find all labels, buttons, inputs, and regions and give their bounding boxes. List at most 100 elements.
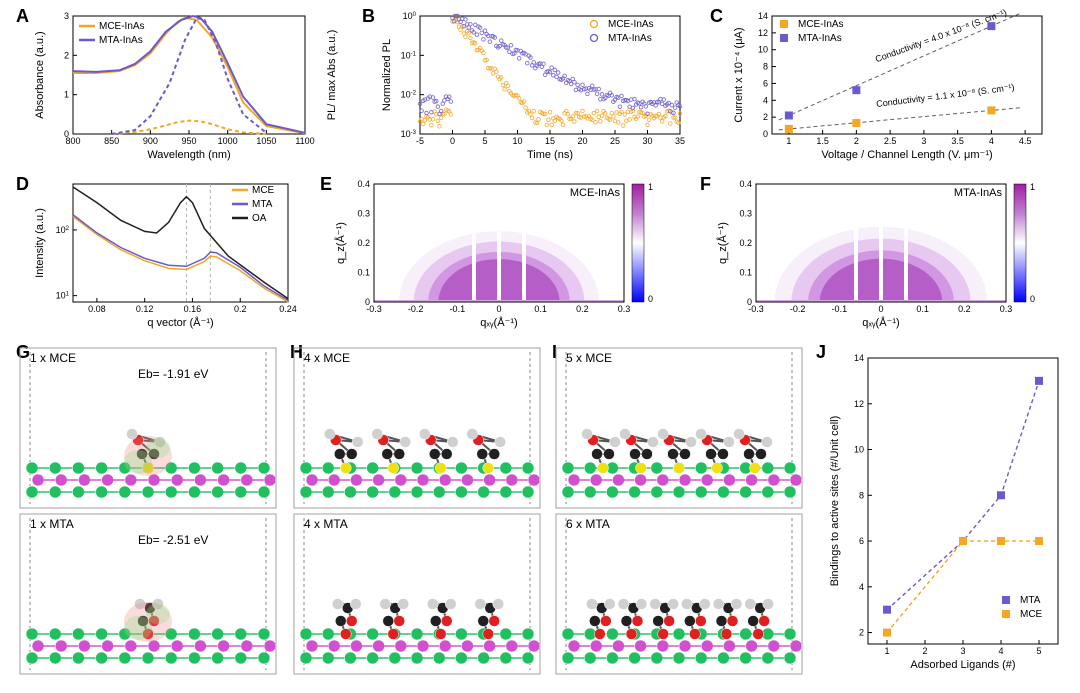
svg-text:0.2: 0.2 <box>357 238 370 248</box>
svg-text:Eb= -1.91 eV: Eb= -1.91 eV <box>138 367 208 381</box>
svg-text:3.5: 3.5 <box>951 136 964 146</box>
svg-text:8: 8 <box>763 62 768 72</box>
svg-text:0: 0 <box>763 129 768 139</box>
svg-text:12: 12 <box>854 399 864 409</box>
svg-text:Eb= -2.51 eV: Eb= -2.51 eV <box>138 533 208 547</box>
svg-text:1 x MTA: 1 x MTA <box>30 517 74 531</box>
svg-text:12: 12 <box>758 28 768 38</box>
svg-text:qₓᵧ(Å⁻¹): qₓᵧ(Å⁻¹) <box>862 316 899 329</box>
chart-F: -0.3-0.2-0.100.10.20.300.10.20.30.4qₓᵧ(Å… <box>712 172 1077 337</box>
svg-text:qₓᵧ(Å⁻¹): qₓᵧ(Å⁻¹) <box>480 316 517 329</box>
svg-text:35: 35 <box>675 136 685 146</box>
svg-text:0.3: 0.3 <box>739 209 752 219</box>
svg-text:0.3: 0.3 <box>357 209 370 219</box>
svg-text:MTA-InAs: MTA-InAs <box>954 187 1003 199</box>
svg-text:8: 8 <box>859 490 864 500</box>
svg-text:4 x MCE: 4 x MCE <box>304 351 350 365</box>
panel-label-F: F <box>700 174 711 195</box>
svg-text:2: 2 <box>922 646 927 656</box>
svg-text:950: 950 <box>181 136 196 146</box>
svg-text:0: 0 <box>365 297 370 307</box>
svg-text:0: 0 <box>64 129 69 139</box>
svg-text:4: 4 <box>763 95 768 105</box>
svg-text:Adsorbed Ligands (#): Adsorbed Ligands (#) <box>910 659 1015 671</box>
chart-B: -50510152025303510-310-210-1100Time (ns)… <box>372 4 702 169</box>
svg-text:MCE: MCE <box>1020 609 1043 620</box>
svg-text:Current x 10⁻⁴ (μA): Current x 10⁻⁴ (μA) <box>733 27 745 122</box>
svg-text:25: 25 <box>610 136 620 146</box>
svg-text:q_z(Å⁻¹): q_z(Å⁻¹) <box>716 222 729 264</box>
svg-text:3: 3 <box>921 136 926 146</box>
svg-text:0: 0 <box>747 297 752 307</box>
svg-text:1: 1 <box>64 90 69 100</box>
svg-text:MCE-InAs: MCE-InAs <box>798 19 844 30</box>
svg-text:0: 0 <box>450 136 455 146</box>
svg-text:2: 2 <box>763 112 768 122</box>
svg-text:MCE: MCE <box>252 185 275 196</box>
chart-A: 8008509009501000105011000123Wavelength (… <box>25 4 355 169</box>
svg-text:Wavelength (nm): Wavelength (nm) <box>147 149 230 161</box>
svg-text:900: 900 <box>143 136 158 146</box>
chart-J: 123452468101214Adsorbed Ligands (#)Bindi… <box>818 344 1074 684</box>
svg-text:Intensity (a.u.): Intensity (a.u.) <box>34 208 46 278</box>
svg-text:4: 4 <box>998 646 1003 656</box>
svg-text:10-3: 10-3 <box>401 129 417 139</box>
svg-text:5 x MCE: 5 x MCE <box>566 351 612 365</box>
svg-text:-0.2: -0.2 <box>408 304 424 314</box>
svg-text:MTA-InAs: MTA-InAs <box>608 33 652 44</box>
svg-text:0.3: 0.3 <box>618 304 631 314</box>
svg-text:2.5: 2.5 <box>884 136 897 146</box>
svg-text:0: 0 <box>648 294 653 304</box>
svg-text:0: 0 <box>496 304 501 314</box>
svg-text:Voltage / Channel Length (V. μ: Voltage / Channel Length (V. μm⁻¹) <box>821 149 992 161</box>
svg-text:0.16: 0.16 <box>184 304 202 314</box>
svg-text:0.2: 0.2 <box>739 238 752 248</box>
svg-text:-0.2: -0.2 <box>790 304 806 314</box>
svg-text:0.3: 0.3 <box>1000 304 1013 314</box>
svg-text:-0.1: -0.1 <box>832 304 848 314</box>
svg-text:4: 4 <box>859 582 864 592</box>
svg-text:Time (ns): Time (ns) <box>527 149 573 161</box>
svg-text:6: 6 <box>763 78 768 88</box>
svg-text:MTA: MTA <box>252 199 273 210</box>
svg-text:Bindings to active sites (#/Un: Bindings to active sites (#/Unit cell) <box>829 416 841 587</box>
svg-text:2: 2 <box>859 628 864 638</box>
mol-H: 4 x MCE4 x MTA <box>292 344 542 684</box>
svg-text:101: 101 <box>56 291 70 301</box>
svg-text:0.2: 0.2 <box>234 304 247 314</box>
svg-text:0.2: 0.2 <box>576 304 589 314</box>
svg-text:14: 14 <box>854 353 864 363</box>
svg-text:MTA-InAs: MTA-InAs <box>798 33 842 44</box>
svg-text:MTA-InAs: MTA-InAs <box>99 35 143 46</box>
svg-text:850: 850 <box>104 136 119 146</box>
svg-text:Conductivity = 1.1 x 10⁻⁸ (S.: Conductivity = 1.1 x 10⁻⁸ (S. cm⁻¹) <box>876 82 1015 109</box>
chart-D: 0.080.120.160.20.24101102q vector (Å⁻¹)I… <box>25 172 315 337</box>
svg-text:0: 0 <box>1030 294 1035 304</box>
svg-text:3: 3 <box>64 11 69 21</box>
svg-text:1000: 1000 <box>218 136 238 146</box>
svg-text:4: 4 <box>989 136 994 146</box>
svg-text:1: 1 <box>1030 182 1035 192</box>
svg-text:0.2: 0.2 <box>958 304 971 314</box>
svg-text:-5: -5 <box>416 136 424 146</box>
svg-text:0: 0 <box>878 304 883 314</box>
svg-text:MCE-InAs: MCE-InAs <box>608 19 654 30</box>
svg-text:15: 15 <box>545 136 555 146</box>
svg-text:6 x MTA: 6 x MTA <box>566 517 610 531</box>
svg-text:0.4: 0.4 <box>357 179 370 189</box>
chart-C: 11.522.533.544.502468101214Voltage / Cha… <box>720 4 1070 169</box>
svg-text:14: 14 <box>758 11 768 21</box>
svg-text:1100: 1100 <box>295 136 314 146</box>
svg-text:-0.1: -0.1 <box>450 304 466 314</box>
svg-text:10: 10 <box>512 136 522 146</box>
svg-text:1: 1 <box>786 136 791 146</box>
svg-text:MCE-InAs: MCE-InAs <box>99 21 145 32</box>
svg-text:1050: 1050 <box>256 136 276 146</box>
svg-text:10: 10 <box>854 445 864 455</box>
svg-text:5: 5 <box>482 136 487 146</box>
svg-text:Absorbance (a.u.): Absorbance (a.u.) <box>34 31 46 118</box>
svg-text:1: 1 <box>648 182 653 192</box>
svg-text:6: 6 <box>859 536 864 546</box>
svg-text:q vector (Å⁻¹): q vector (Å⁻¹) <box>147 316 213 329</box>
svg-text:2: 2 <box>854 136 859 146</box>
